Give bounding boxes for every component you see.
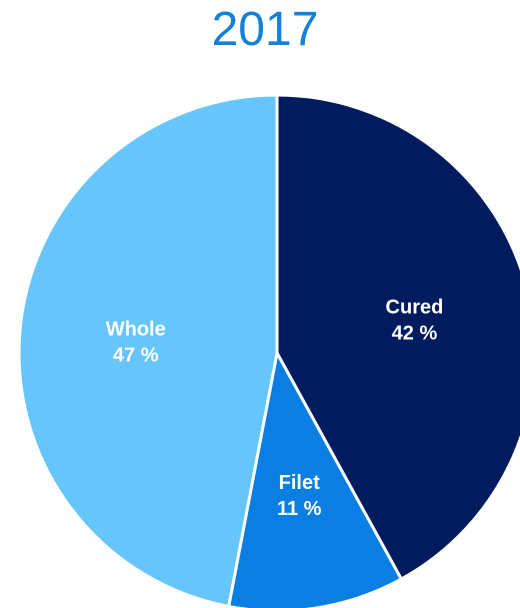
pie-slices [17,93,520,608]
slice-label-whole: Whole [106,319,166,341]
slice-label-cured: Cured [386,297,444,319]
pie-labels: Cured 42 % Filet 11 % Whole 47 % [106,297,444,520]
slice-value-filet: 11 % [277,498,322,520]
slice-value-cured: 42 % [392,323,438,345]
pie-slice-cured [275,93,520,581]
slice-label-filet: Filet [279,472,320,494]
slice-value-whole: 47 % [113,345,159,367]
pie-slice-whole [17,93,279,608]
chart-title: 2017 [211,3,319,56]
